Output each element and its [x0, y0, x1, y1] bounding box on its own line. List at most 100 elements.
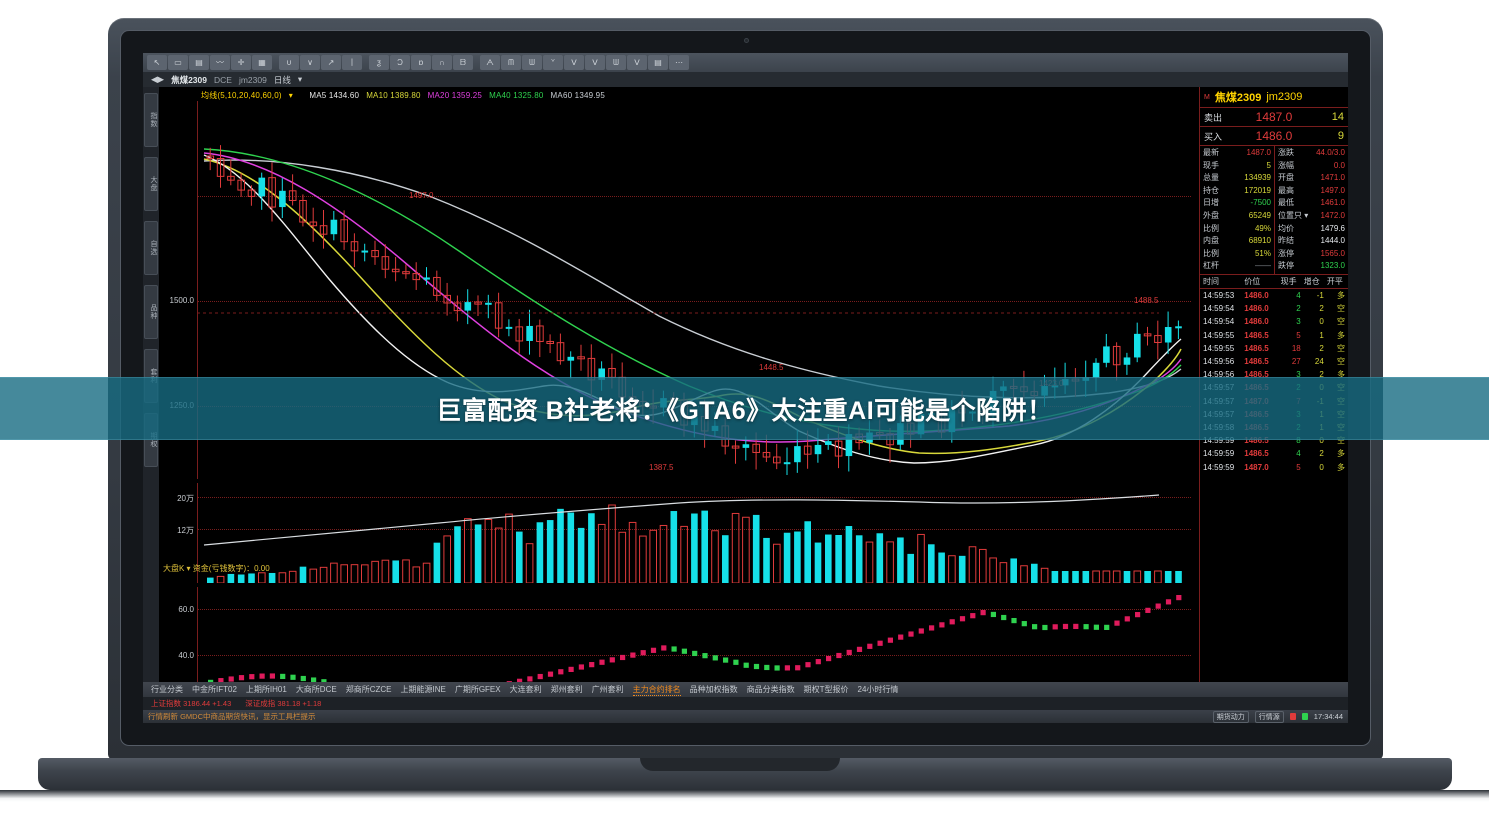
tick-volume: 27 — [1291, 356, 1301, 366]
tick-row[interactable]: 14:59:53 1486.0 4 -1 多 — [1200, 289, 1348, 302]
tick-table-header: 时间 价位 现手 增仓 开平 — [1200, 275, 1348, 289]
tick-col-time: 时间 — [1203, 276, 1219, 286]
volume-pane-label[interactable]: 大盘K ▾ 资金(亏钱数字)：0.00 — [163, 564, 270, 573]
zigzag-icon[interactable]: ᘁ — [543, 55, 563, 70]
rail-tab-2[interactable]: 自选 — [144, 221, 158, 275]
a-shape-icon[interactable]: ᗅ — [480, 55, 500, 70]
bottom-tab-11[interactable]: 品种加权指数 — [689, 685, 738, 694]
line-3-icon[interactable]: Ɔ — [390, 55, 410, 70]
quote-stat-left-value: 68910 — [1248, 236, 1271, 246]
tick-row[interactable]: 14:59:59 1486.5 8 0 空 — [1200, 434, 1348, 447]
bottom-tab-14[interactable]: 24小时行情 — [857, 685, 899, 694]
y-shape-icon[interactable]: ᐯ — [564, 55, 584, 70]
line-4-icon[interactable]: ɒ — [411, 55, 431, 70]
n-shape-icon[interactable]: ∩ — [432, 55, 452, 70]
period-selector[interactable]: 日线 — [273, 74, 291, 85]
ma-selector[interactable]: 均线(5,10,20,40,60,0) ▾ — [201, 91, 293, 100]
laptop-foot — [0, 790, 1489, 802]
cursor-icon[interactable]: ↖ — [147, 55, 167, 70]
ask-row[interactable]: 卖出 1487.0 14 — [1200, 108, 1348, 127]
m-shape-icon[interactable]: ᗰ — [501, 55, 521, 70]
list-icon[interactable]: ▤ — [648, 55, 668, 70]
tick-side: 空 — [1336, 317, 1345, 327]
bid-row[interactable]: 买入 1486.0 9 — [1200, 127, 1348, 146]
quote-stat-right-value: 1472.0 — [1320, 210, 1345, 220]
line-2-icon[interactable]: ƺ — [369, 55, 389, 70]
tick-row[interactable]: 14:59:59 1486.5 4 2 多 — [1200, 447, 1348, 460]
tick-volume: 4 — [1296, 449, 1301, 459]
u-shape-icon[interactable]: ∪ — [279, 55, 299, 70]
y2-shape-icon[interactable]: ᐯ — [585, 55, 605, 70]
quote-stat-right-value: 1444.0 — [1320, 236, 1345, 246]
volume-axis-label: 12万 — [177, 526, 194, 535]
indicator-axis-label: 60.0 — [178, 605, 194, 614]
bid-label: 买入 — [1204, 131, 1223, 142]
tick-price: 1486.0 — [1244, 290, 1269, 300]
line-1-icon[interactable]: 丨 — [342, 55, 362, 70]
symbol-name[interactable]: 焦煤2309 — [171, 74, 207, 85]
bottom-tab-12[interactable]: 商品分类指数 — [746, 685, 795, 694]
volume-pane[interactable]: 20万 12万 大盘K ▾ 资金(亏钱数字)：0.00 — [159, 483, 1199, 583]
quote-stat-left-label: 日增 — [1203, 198, 1219, 208]
rail-tab-0[interactable]: 指数 — [144, 93, 158, 147]
quote-stat-right-value: 0.0 — [1333, 160, 1345, 170]
chevron-down-icon[interactable]: ▾ — [297, 74, 303, 84]
status-chip[interactable]: 行情源 — [1254, 710, 1284, 723]
bottom-tab-8[interactable]: 郑州套利 — [550, 685, 583, 694]
bottom-tab-13[interactable]: 期权T型报价 — [803, 685, 849, 694]
tick-row[interactable]: 14:59:55 1486.5 18 2 空 — [1200, 342, 1348, 355]
tick-row[interactable]: 14:59:56 1486.5 3 2 多 — [1200, 368, 1348, 381]
bottom-tab-7[interactable]: 大连套利 — [509, 685, 542, 694]
quote-stat-right-label: 最高 — [1278, 185, 1294, 195]
gridline — [197, 609, 1191, 610]
quote-stat-left-label: 外盘 — [1203, 210, 1219, 220]
rail-tab-1[interactable]: 大盘 — [144, 157, 158, 211]
bottom-tab-1[interactable]: 中金所IFT02 — [192, 685, 237, 694]
nav-arrows-icon[interactable]: ◀▶ — [151, 74, 165, 84]
bottom-tab-2[interactable]: 上期所IH01 — [245, 685, 287, 694]
tick-row[interactable]: 14:59:56 1486.5 27 24 空 — [1200, 355, 1348, 368]
v2-shape-icon[interactable]: ᐯ — [627, 55, 647, 70]
symbol-bar[interactable]: ◀▶ 焦煤2309 DCE jm2309 日线 ▾ — [143, 72, 1348, 87]
layout-icon[interactable]: ▤ — [189, 55, 209, 70]
wave-icon[interactable]: 〰 — [210, 55, 230, 70]
quote-stat-right-3: 最高 1497.0 — [1278, 185, 1345, 198]
rail-tab-3[interactable]: 品种 — [144, 285, 158, 339]
window-icon[interactable]: ▭ — [168, 55, 188, 70]
bottom-tab-10[interactable]: 主力合约排名 — [632, 684, 681, 696]
tick-volume: 5 — [1296, 462, 1301, 472]
v-shape-icon[interactable]: ∨ — [300, 55, 320, 70]
bottom-tab-6[interactable]: 广期所GFEX — [454, 685, 501, 694]
quote-stat-left-7: 内盘 68910 — [1203, 235, 1271, 248]
tick-oi: 1 — [1319, 330, 1324, 340]
tick-time: 14:59:54 — [1203, 304, 1235, 314]
tick-row[interactable]: 14:59:55 1486.5 5 1 多 — [1200, 329, 1348, 342]
tick-row[interactable]: 14:59:59 1487.0 5 0 多 — [1200, 461, 1348, 474]
tick-oi: 2 — [1319, 304, 1324, 314]
bottom-tab-0[interactable]: 行业分类 — [151, 685, 183, 694]
w-shape-icon[interactable]: ᗯ — [522, 55, 542, 70]
grid-icon[interactable]: ▦ — [252, 55, 272, 70]
tick-row[interactable]: 14:59:54 1486.0 2 2 空 — [1200, 302, 1348, 315]
status-chip[interactable]: 期货动力 — [1212, 710, 1249, 723]
arrow-icon[interactable]: ↗ — [321, 55, 341, 70]
bottom-tab-3[interactable]: 大商所DCE — [295, 685, 337, 694]
b-shape-icon[interactable]: ᗷ — [453, 55, 473, 70]
status-bar[interactable]: 行情刷新 GMDC中商品期货快讯，显示工具栏提示 期货动力 行情源 17:34:… — [143, 710, 1348, 723]
bottom-tab-strip[interactable]: 行业分类 中金所IFT02 上期所IH01 大商所DCE 郑商所CZCE 上期能源INE 广… — [143, 682, 1348, 697]
status-indicator-red-icon — [1289, 713, 1296, 720]
left-rail[interactable]: 指数 大盘 自选 品种 套利 期权 — [143, 87, 159, 723]
tick-price: 1486.0 — [1244, 317, 1269, 327]
volume-pane-axis-line — [197, 483, 198, 583]
bottom-tab-4[interactable]: 郑商所CZCE — [345, 685, 392, 694]
more-icon[interactable]: ⋯ — [669, 55, 689, 70]
cross-icon[interactable]: ✛ — [231, 55, 251, 70]
bottom-tab-9[interactable]: 广州套利 — [591, 685, 624, 694]
tick-row[interactable]: 14:59:54 1486.0 3 0 空 — [1200, 315, 1348, 328]
w2-shape-icon[interactable]: ᗯ — [606, 55, 626, 70]
tick-side: 多 — [1336, 290, 1345, 300]
quote-stat-right-2: 开盘 1471.0 — [1278, 172, 1345, 185]
quote-stat-left-value: 5 — [1266, 160, 1271, 170]
bottom-tab-5[interactable]: 上期能源INE — [400, 685, 446, 694]
